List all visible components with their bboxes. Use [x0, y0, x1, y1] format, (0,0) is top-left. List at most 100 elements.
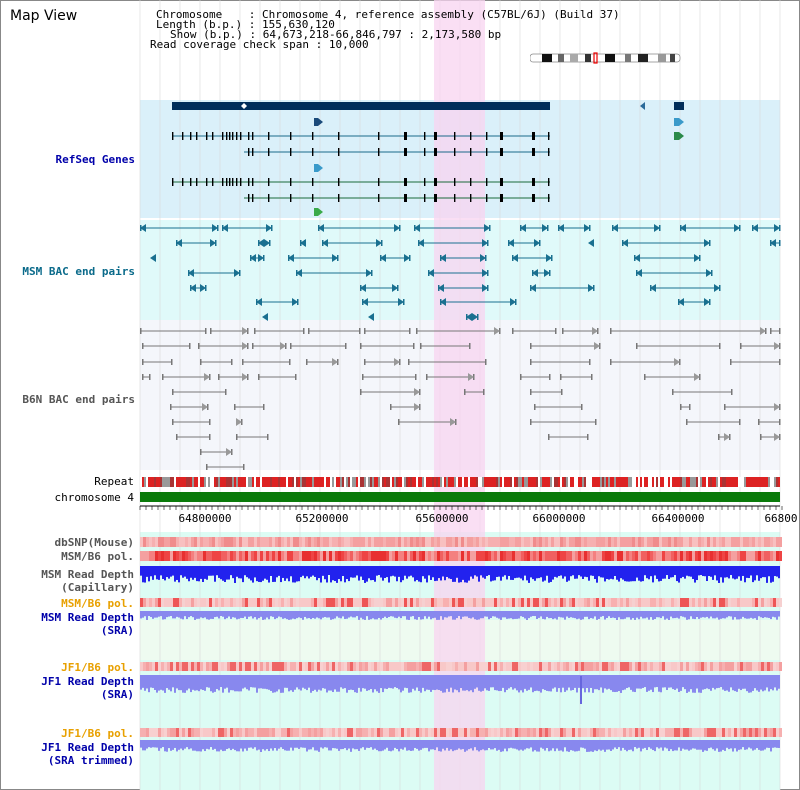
- jf1-depth-sra-bar: [244, 675, 246, 688]
- jf1-depth-sra-bar: [420, 675, 422, 693]
- msm-depth-sra-bar: [240, 611, 242, 618]
- msm-depth-sra-bar: [228, 611, 230, 617]
- jf1-depth-sra-bar: [776, 675, 778, 691]
- repeat-segment: [542, 477, 544, 487]
- msm-b6-pol-cell: [311, 551, 314, 561]
- jf1-b6-pol-cell: [779, 662, 782, 671]
- msm-depth-capillary-bar: [548, 566, 550, 583]
- exon: [486, 132, 488, 140]
- msm-b6-pol2-cell: [536, 598, 539, 607]
- jf1-depth-sra-bar: [758, 675, 760, 692]
- msm-b6-pol2-cell: [425, 598, 428, 607]
- repeat-segment: [674, 477, 676, 487]
- track-label-b6n-bac[interactable]: B6N BAC end pairs: [22, 393, 135, 406]
- b6n-bac-pair-end: [162, 374, 164, 380]
- msm-depth-sra-bar: [626, 611, 628, 618]
- dbsnp-cell: [626, 537, 629, 547]
- msm-b6-pol-cell: [179, 551, 182, 561]
- jf1-depth-trimmed-bar: [540, 740, 542, 748]
- msm-b6-pol-cell: [491, 551, 494, 561]
- msm-b6-pol2-cell: [614, 598, 617, 607]
- dbsnp-cell: [236, 537, 239, 547]
- track-label-jf1-b6-pol-1[interactable]: JF1/B6 pol.: [61, 661, 134, 674]
- jf1-b6-pol2-cell: [272, 728, 275, 737]
- jf1-depth-sra-bar: [698, 675, 700, 693]
- jf1-depth-trimmed-bar: [178, 740, 180, 750]
- track-label-jf1-depth-trimmed[interactable]: JF1 Read Depth (SRA trimmed): [0, 741, 134, 767]
- msm-depth-sra-bar: [336, 611, 338, 617]
- exon: [252, 178, 254, 186]
- repeat-segment: [684, 477, 686, 487]
- track-label-msm-bac[interactable]: MSM BAC end pairs: [22, 265, 135, 278]
- msm-b6-pol-cell: [464, 551, 467, 561]
- track-label-msm-depth-sra[interactable]: MSM Read Depth (SRA): [0, 611, 134, 637]
- msm-b6-pol-cell: [620, 551, 623, 561]
- msm-depth-sra-bar: [460, 611, 462, 620]
- track-label-msm-b6-pol-2[interactable]: MSM/B6 pol.: [61, 597, 134, 610]
- jf1-b6-pol-cell: [536, 662, 539, 671]
- track-label-msm-b6-pol-1[interactable]: MSM/B6 pol.: [61, 550, 134, 563]
- msm-bac-arrow: [544, 269, 550, 277]
- jf1-depth-trimmed-bar: [536, 740, 538, 752]
- track-label-chromosome[interactable]: chromosome 4: [54, 491, 134, 504]
- track-label-refseq-genes[interactable]: RefSeq Genes: [55, 153, 135, 166]
- track-label-msm-depth-capillary[interactable]: MSM Read Depth (Capillary): [0, 568, 134, 594]
- track-label-dbsnp[interactable]: dbSNP(Mouse): [54, 536, 134, 549]
- dbsnp-cell: [221, 537, 224, 547]
- track-label-repeat[interactable]: Repeat: [94, 475, 134, 488]
- msm-depth-capillary-bar: [282, 566, 284, 578]
- msm-depth-sra-bar: [542, 611, 544, 619]
- jf1-depth-trimmed-bar: [498, 740, 500, 750]
- msm-depth-capillary-bar: [758, 566, 760, 581]
- dbsnp-cell: [314, 537, 317, 547]
- jf1-b6-pol-cell: [164, 662, 167, 671]
- jf1-b6-pol2-cell: [188, 728, 191, 737]
- msm-depth-sra-bar: [480, 611, 482, 619]
- msm-b6-pol2-cell: [653, 598, 656, 607]
- exon: [454, 132, 456, 140]
- jf1-b6-pol-cell: [707, 662, 710, 671]
- track-label-jf1-depth-sra[interactable]: JF1 Read Depth (SRA): [0, 675, 134, 701]
- msm-depth-capillary-bar: [408, 566, 410, 577]
- repeat-segment: [668, 477, 670, 487]
- msm-depth-sra-bar: [594, 611, 596, 617]
- jf1-b6-pol-cell: [731, 662, 734, 671]
- jf1-depth-sra-bar: [724, 675, 726, 691]
- jf1-b6-pol-cell: [722, 662, 725, 671]
- msm-depth-sra-bar: [344, 611, 346, 619]
- jf1-depth-trimmed-bar: [394, 740, 396, 748]
- jf1-depth-sra-bar: [298, 675, 300, 690]
- jf1-depth-sra-bar: [500, 675, 502, 691]
- dbsnp-cell: [224, 537, 227, 547]
- dbsnp-cell: [596, 537, 599, 547]
- jf1-depth-sra-bar: [506, 675, 508, 690]
- msm-b6-pol-cell: [383, 551, 386, 561]
- chromosome-ideogram[interactable]: [530, 52, 685, 64]
- jf1-b6-pol-cell: [518, 662, 521, 671]
- msm-b6-pol-cell: [713, 551, 716, 561]
- msm-depth-sra-bar: [590, 611, 592, 619]
- jf1-b6-pol-cell: [212, 662, 215, 671]
- repeat-segment: [628, 477, 630, 487]
- repeat-segment: [566, 477, 568, 487]
- msm-bac-arrow: [266, 224, 272, 232]
- track-label-jf1-b6-pol-2[interactable]: JF1/B6 pol.: [61, 727, 134, 740]
- dbsnp-cell: [386, 537, 389, 547]
- repeat-segment: [734, 477, 736, 487]
- jf1-b6-pol-cell: [743, 662, 746, 671]
- msm-depth-sra-bar: [346, 611, 348, 619]
- exon: [268, 132, 270, 140]
- jf1-depth-trimmed-bar: [256, 740, 258, 751]
- msm-depth-sra-bar: [518, 611, 520, 619]
- jf1-b6-pol-cell: [260, 662, 263, 671]
- jf1-b6-pol2-cell: [599, 728, 602, 737]
- jf1-depth-sra-bar: [148, 675, 150, 693]
- exon: [248, 132, 250, 140]
- b6n-bac-pair-end: [719, 343, 721, 349]
- msm-depth-capillary-bar: [572, 566, 574, 576]
- msm-depth-capillary-bar: [700, 566, 702, 576]
- msm-b6-pol2-cell: [152, 598, 155, 607]
- jf1-b6-pol2-cell: [290, 728, 293, 737]
- dbsnp-cell: [656, 537, 659, 547]
- jf1-depth-trimmed-bar: [434, 740, 436, 751]
